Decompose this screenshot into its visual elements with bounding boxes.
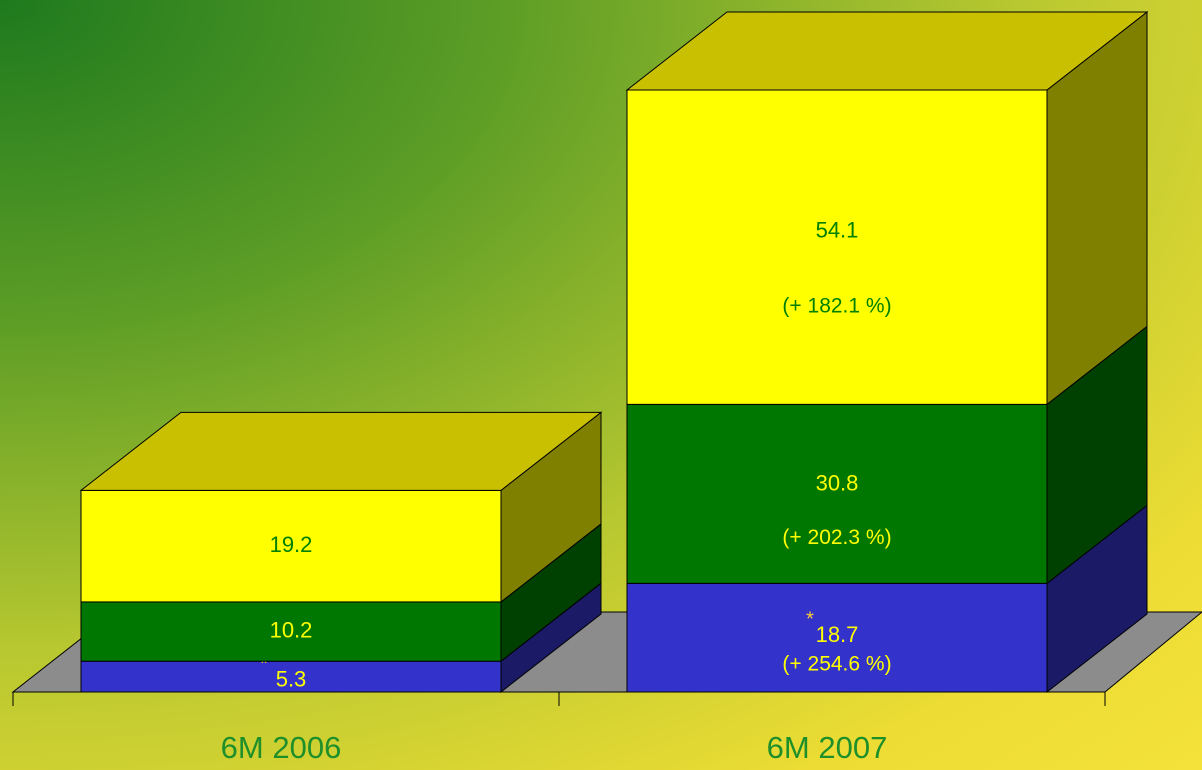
bar-top bbox=[625, 11, 1149, 91]
bar bbox=[626, 89, 1048, 405]
bar bbox=[80, 601, 502, 662]
value-label: 5.3 bbox=[276, 666, 307, 691]
growth-label: (+ 182.1 %) bbox=[782, 295, 891, 318]
value-label: 54.1 bbox=[816, 217, 859, 242]
value-label: 19.2 bbox=[270, 532, 313, 557]
value-label: 10.2 bbox=[270, 617, 313, 642]
x-tick-label: 6M 2007 bbox=[767, 730, 888, 765]
growth-label: (+ 202.3 %) bbox=[782, 526, 891, 549]
bar bbox=[626, 582, 1048, 693]
bar bbox=[626, 403, 1048, 584]
bar-top bbox=[79, 411, 603, 491]
footnote-mark: * bbox=[806, 609, 814, 631]
bar bbox=[80, 489, 502, 603]
value-label: 18.7 bbox=[816, 622, 859, 647]
bar bbox=[80, 660, 502, 693]
x-tick-label: 6M 2006 bbox=[221, 730, 342, 765]
footnote-mark: * bbox=[260, 653, 268, 675]
value-label: 30.8 bbox=[816, 471, 859, 496]
growth-label: (+ 254.6 %) bbox=[782, 652, 891, 675]
